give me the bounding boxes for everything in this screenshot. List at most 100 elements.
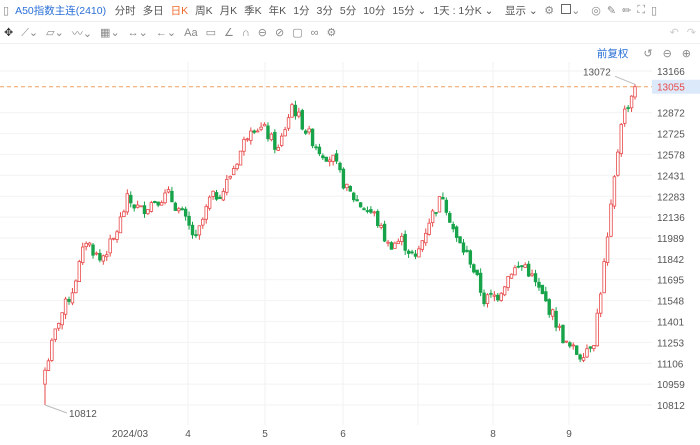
period-tab[interactable]: 15分 ⌄ <box>392 5 427 17</box>
candle-body <box>389 242 394 250</box>
period-tab[interactable]: 分时 <box>114 5 136 17</box>
candle-body <box>74 280 78 294</box>
period-tab[interactable]: 3分 <box>316 5 333 17</box>
candle-body <box>156 201 160 206</box>
range-select[interactable]: 1天 : 1分K ⌄ <box>433 5 494 17</box>
candle-body <box>502 286 507 296</box>
sidebar-toggle-icon[interactable]: ▯ <box>3 5 10 17</box>
candle-body <box>369 209 373 213</box>
candle-body <box>598 293 603 314</box>
move-icon[interactable]: ✥ <box>4 27 14 39</box>
panel-icon[interactable]: ▯ <box>651 5 658 17</box>
candle-body <box>379 224 383 228</box>
candle-body <box>67 298 71 302</box>
text-icon[interactable]: Aa <box>184 26 198 39</box>
angle-icon[interactable]: ∠ <box>223 27 234 39</box>
edit-icon[interactable]: ✎ <box>606 5 617 17</box>
candle-body <box>588 346 593 349</box>
camera-icon[interactable]: ◎ <box>591 5 601 17</box>
candle-body <box>279 135 284 146</box>
lock-icon[interactable]: ⊖ <box>257 27 267 39</box>
candle-body <box>207 196 212 209</box>
period-tab[interactable]: 10分 <box>363 5 386 17</box>
adjust-button[interactable]: 前复权 <box>596 48 629 60</box>
settings-icon[interactable]: ⚙ <box>326 27 337 39</box>
candle-body <box>204 205 208 220</box>
candle-body <box>303 130 308 134</box>
fullscreen-icon[interactable]: ⛶ <box>637 4 646 16</box>
zoom-in-icon[interactable]: ⊕ <box>681 48 691 60</box>
settings-icon[interactable]: ⚙ <box>544 5 555 17</box>
arrow-icon[interactable]: ←⌄ <box>155 27 177 39</box>
candle-body <box>286 117 291 129</box>
undo-icon[interactable]: ↶ <box>669 27 679 39</box>
candle-body <box>328 159 332 163</box>
candle-body <box>108 238 112 254</box>
period-tab[interactable]: 年K <box>268 5 287 17</box>
candle-body <box>225 179 229 193</box>
y-tick-label: 12431 <box>657 171 685 182</box>
period-tab[interactable]: 5分 <box>339 5 357 17</box>
candle-body <box>348 185 352 192</box>
display-select[interactable]: 显示 ⌄ <box>504 5 538 17</box>
display-label: 显示 <box>504 5 526 17</box>
layout-icon[interactable]: ⌄ <box>560 4 580 17</box>
candle-body <box>530 273 534 276</box>
polyline-icon[interactable]: ▱⌄ <box>46 27 64 39</box>
zoom-out-icon[interactable]: ⊖ <box>662 48 672 60</box>
candle-body <box>478 272 483 293</box>
line-icon[interactable]: ⟋⌄ <box>21 26 39 39</box>
candle-body <box>201 218 205 226</box>
pencil-icon[interactable]: ✏ <box>622 5 632 17</box>
candle-body <box>616 151 620 176</box>
y-tick-label: 11989 <box>657 234 685 245</box>
period-tab[interactable]: 月K <box>219 5 238 17</box>
candle-body <box>283 129 287 137</box>
candle-body <box>629 95 634 109</box>
candle-body <box>338 162 342 171</box>
fib-icon[interactable]: ▦⌄ <box>100 27 120 39</box>
candle-body <box>362 208 366 211</box>
candle-body <box>626 107 630 109</box>
y-tick-label: 10812 <box>657 401 685 412</box>
candle-body <box>293 104 298 117</box>
comment-icon[interactable]: ▭ <box>205 27 216 39</box>
period-tab[interactable]: 季K <box>244 5 262 17</box>
hide-icon[interactable]: ⊘ <box>274 27 285 39</box>
candle-body <box>564 340 569 343</box>
period-tab[interactable]: 多日 <box>142 5 164 17</box>
candle-body <box>77 261 82 282</box>
candle-body <box>506 276 510 288</box>
period-tab[interactable]: 1分 <box>293 5 310 17</box>
measure-icon[interactable]: ↔⌄ <box>127 27 148 39</box>
y-tick-label: 12725 <box>657 130 685 141</box>
candle-body <box>314 146 318 149</box>
symbol-title[interactable]: A50指数主连(2410) <box>15 5 107 17</box>
candle-body <box>561 324 565 344</box>
period-tab[interactable]: 日K <box>170 5 189 17</box>
reset-icon[interactable]: ↺ <box>643 48 653 60</box>
wave-icon[interactable]: 〰⌄ <box>71 27 93 40</box>
candle-body <box>218 196 222 200</box>
low-label-leader <box>44 404 68 414</box>
candle-body <box>221 191 226 201</box>
compare-icon[interactable]: ∞ <box>310 26 319 39</box>
x-tick-label: 4 <box>185 429 191 440</box>
candle-body <box>406 250 411 254</box>
candle-body <box>163 192 167 204</box>
candle-body <box>441 197 445 200</box>
delete-icon[interactable]: ▢ <box>292 27 303 39</box>
candle-body <box>252 130 256 133</box>
candle-body <box>341 168 346 189</box>
candle-body <box>317 146 322 155</box>
candle-body <box>509 273 514 279</box>
candle-body <box>533 273 538 283</box>
y-tick-label: 13055 <box>657 83 685 94</box>
magnet-icon[interactable]: ∩ <box>241 26 250 39</box>
candle-body <box>129 194 133 204</box>
low-label: 10812 <box>69 409 97 420</box>
redo-icon[interactable]: ↷ <box>686 27 696 39</box>
period-tab[interactable]: 周K <box>195 5 213 17</box>
range-label: 1天 : 1分K <box>433 5 482 17</box>
